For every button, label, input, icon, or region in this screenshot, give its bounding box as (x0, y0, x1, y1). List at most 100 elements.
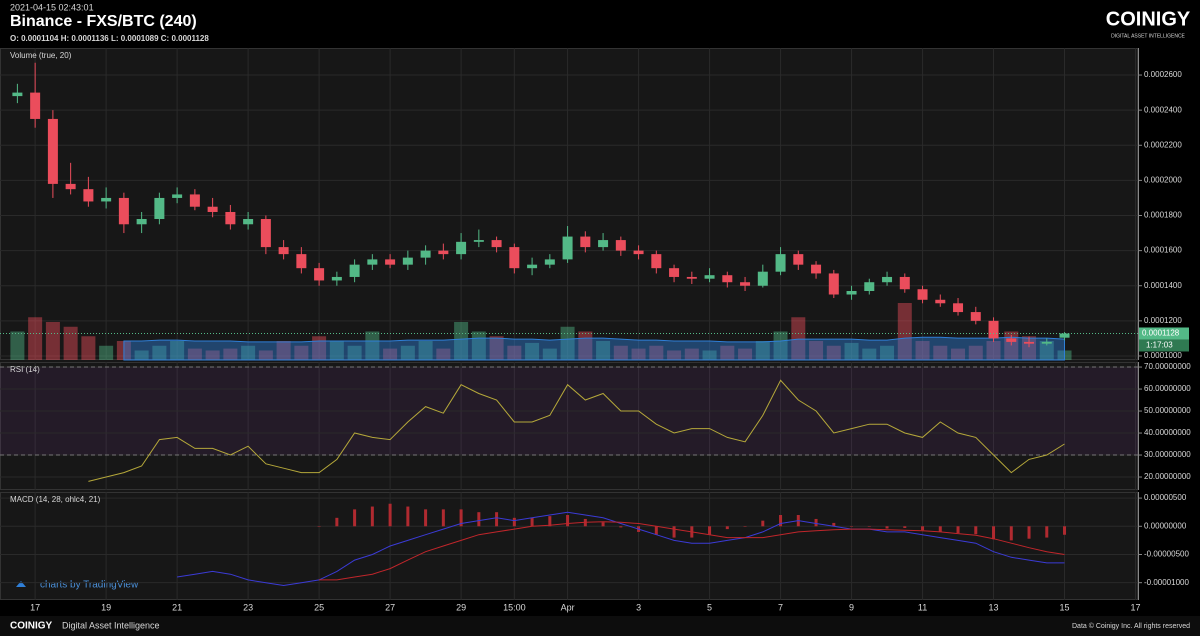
histogram-bar (441, 509, 445, 527)
histogram-bar (406, 506, 410, 527)
tradingview-icon (16, 581, 26, 587)
candle-body (917, 289, 928, 300)
candle-body (243, 219, 254, 225)
volume-bar (347, 345, 362, 360)
candle-body (1059, 333, 1070, 338)
histogram-bar (779, 515, 783, 527)
candle-body (509, 247, 520, 269)
candle-body (438, 250, 449, 255)
volume-bar (400, 345, 415, 360)
volume-bar (649, 345, 664, 360)
pane-label: MACD (14, 28, ohlc4, 21) (10, 495, 101, 504)
footer-brand: COINIGY (10, 621, 53, 632)
x-tick-label: 29 (456, 602, 466, 612)
candle-body (385, 259, 396, 265)
volume-bar (560, 326, 575, 360)
histogram-bar (743, 526, 747, 527)
y-tick-label: 0.0001000 (1144, 351, 1182, 360)
candle-body (527, 264, 538, 269)
candle-body (846, 290, 857, 295)
x-tick-label: 5 (707, 602, 712, 612)
candle-body (1006, 338, 1017, 342)
x-tick-label: 15 (1060, 602, 1070, 612)
candle-body (686, 276, 697, 279)
timestamp: 2021-04-15 02:43:01 (10, 2, 94, 12)
candle-body (189, 194, 200, 207)
volume-bar (826, 345, 841, 360)
x-tick-label: 21 (172, 602, 182, 612)
y-tick-label: 60.00000000 (1144, 384, 1191, 393)
histogram-bar (867, 526, 871, 527)
histogram-bar (885, 526, 889, 529)
volume-bar (951, 348, 966, 360)
candle-body (580, 236, 591, 248)
candle-body (118, 197, 129, 225)
candle-body (704, 275, 715, 279)
histogram-bar (761, 520, 765, 527)
pane-label: RSI (14) (10, 365, 40, 374)
candle-body (953, 303, 964, 313)
volume-bar (205, 350, 220, 360)
candle-body (101, 197, 112, 202)
candle-body (207, 206, 218, 212)
volume-bar (152, 345, 167, 360)
volume-bar (258, 350, 273, 360)
candle-body (30, 92, 41, 119)
histogram-bar (495, 512, 499, 527)
histogram-bar (512, 517, 516, 527)
candle-body (367, 259, 378, 265)
volume-bar (223, 348, 238, 360)
volume-bar (631, 348, 646, 360)
histogram-bar (388, 503, 392, 527)
x-tick-label: 17 (1131, 602, 1141, 612)
x-tick-label: Apr (561, 602, 575, 612)
y-tick-label: 0.0002000 (1144, 175, 1182, 184)
y-tick-label: 0.0001200 (1144, 316, 1182, 325)
watermark[interactable]: charts by TradingView (40, 580, 139, 591)
volume-bar (45, 322, 60, 360)
volume-bar (897, 303, 912, 360)
histogram-bar (974, 526, 978, 535)
histogram-bar (850, 526, 854, 527)
candle-body (740, 282, 751, 286)
footer-tagline: Digital Asset Intelligence (62, 620, 160, 630)
countdown-box (1139, 339, 1189, 352)
volume-bar (684, 348, 699, 360)
volume-bar (720, 345, 735, 360)
candle-body (899, 276, 910, 290)
histogram-bar (477, 512, 481, 527)
candle-body (296, 254, 307, 269)
histogram-bar (938, 526, 942, 532)
histogram-bar (1009, 526, 1013, 541)
y-tick-label: -0.00000500 (1144, 550, 1189, 559)
volume-bar (507, 345, 522, 360)
histogram-bar (353, 509, 357, 527)
volume-bar (667, 350, 682, 360)
y-tick-label: 20.00000000 (1144, 472, 1191, 481)
x-tick-label: 9 (849, 602, 854, 612)
volume-bar (933, 345, 948, 360)
candle-body (491, 240, 502, 248)
volume-bar (862, 348, 877, 360)
candle-body (615, 240, 626, 251)
x-tick-label: 25 (314, 602, 324, 612)
volume-bar (525, 342, 540, 360)
volume-bar (915, 341, 930, 360)
y-tick-label: 0.0002600 (1144, 70, 1182, 79)
logo: COINIGY (1106, 8, 1191, 30)
histogram-bar (317, 526, 321, 527)
x-tick-label: 11 (918, 602, 927, 612)
y-tick-label: 0.00000000 (1144, 521, 1187, 530)
x-tick-label: 3 (636, 602, 641, 612)
ohlc-readout: O: 0.0001104 H: 0.0001136 L: 0.0001089 C… (10, 34, 209, 43)
candle-body (598, 240, 609, 248)
volume-bar (329, 341, 344, 360)
x-tick-label: 19 (101, 602, 111, 612)
volume-bar (383, 348, 398, 360)
candle-body (882, 276, 893, 283)
candle-body (154, 197, 165, 220)
candle-body (811, 264, 822, 274)
candle-body (633, 250, 644, 255)
volume-bar (134, 350, 149, 360)
